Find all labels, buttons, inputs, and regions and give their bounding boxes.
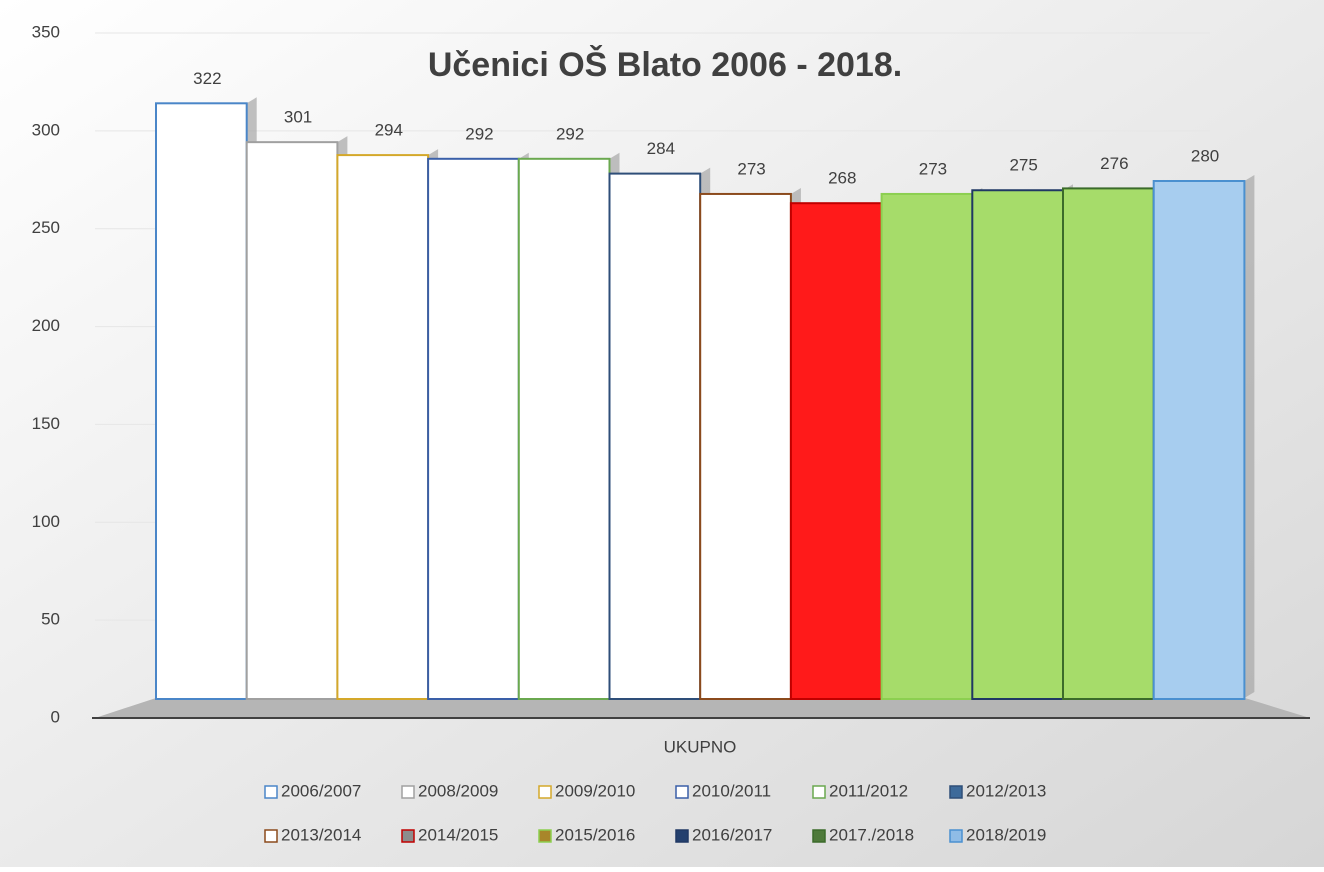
data-label: 268: [828, 169, 856, 188]
legend-swatch: [401, 785, 415, 799]
legend-swatch: [264, 829, 278, 843]
legend-swatch: [812, 785, 826, 799]
y-tick-label: 0: [51, 707, 60, 726]
legend-label: 2016/2017: [692, 825, 772, 844]
bar: [880, 192, 974, 700]
bar: [155, 102, 248, 701]
bar: [789, 202, 883, 700]
legend-label: 2006/2007: [281, 781, 361, 800]
bar: [1152, 180, 1246, 700]
bar: [517, 157, 611, 701]
bar-side: [1244, 175, 1255, 698]
legend-swatch: [949, 829, 963, 843]
data-label: 292: [556, 124, 584, 143]
legend-label: 2014/2015: [418, 825, 498, 844]
legend-label: 2012/2013: [966, 781, 1046, 800]
bar: [336, 154, 430, 701]
bar: [608, 172, 702, 701]
legend-swatch: [675, 785, 689, 799]
floor: [95, 698, 1310, 718]
y-tick-label: 300: [32, 120, 60, 139]
legend-label: 2008/2009: [418, 781, 498, 800]
legend-label: 2017./2018: [829, 825, 914, 844]
y-tick-label: 50: [41, 610, 60, 629]
data-label: 294: [375, 121, 403, 140]
chart-title: Učenici OŠ Blato 2006 - 2018.: [428, 45, 902, 84]
y-tick-label: 250: [32, 218, 60, 237]
y-tick-label: 100: [32, 512, 60, 531]
bar: [427, 157, 520, 701]
data-label: 280: [1191, 146, 1219, 165]
bar: [1062, 187, 1155, 700]
data-label: 292: [465, 124, 493, 143]
legend-swatch: [812, 829, 826, 843]
legend-swatch: [538, 829, 552, 843]
legend-label: 2015/2016: [555, 825, 635, 844]
legend-label: 2013/2014: [281, 825, 361, 844]
legend-swatch: [264, 785, 278, 799]
bar: [971, 189, 1064, 700]
data-label: 273: [919, 159, 947, 178]
data-label: 276: [1100, 154, 1128, 173]
data-label: 301: [284, 108, 312, 127]
legend-swatch: [949, 785, 963, 799]
data-label: 275: [1009, 156, 1037, 175]
y-tick-label: 200: [32, 316, 60, 335]
data-label: 284: [647, 139, 675, 158]
legend-label: 2011/2012: [829, 781, 908, 800]
y-tick-label: 150: [32, 414, 60, 433]
legend-swatch: [401, 829, 415, 843]
legend-label: 2009/2010: [555, 781, 635, 800]
data-label: 322: [193, 69, 221, 88]
data-label: 273: [737, 159, 765, 178]
bar: [245, 141, 339, 700]
legend-swatch: [538, 785, 552, 799]
x-tick-label: UKUPNO: [664, 737, 737, 756]
y-tick-label: 350: [32, 22, 60, 41]
legend-label: 2010/2011: [692, 781, 771, 800]
bar: [699, 192, 792, 700]
legend-swatch: [675, 829, 689, 843]
legend-label: 2018/2019: [966, 825, 1046, 844]
